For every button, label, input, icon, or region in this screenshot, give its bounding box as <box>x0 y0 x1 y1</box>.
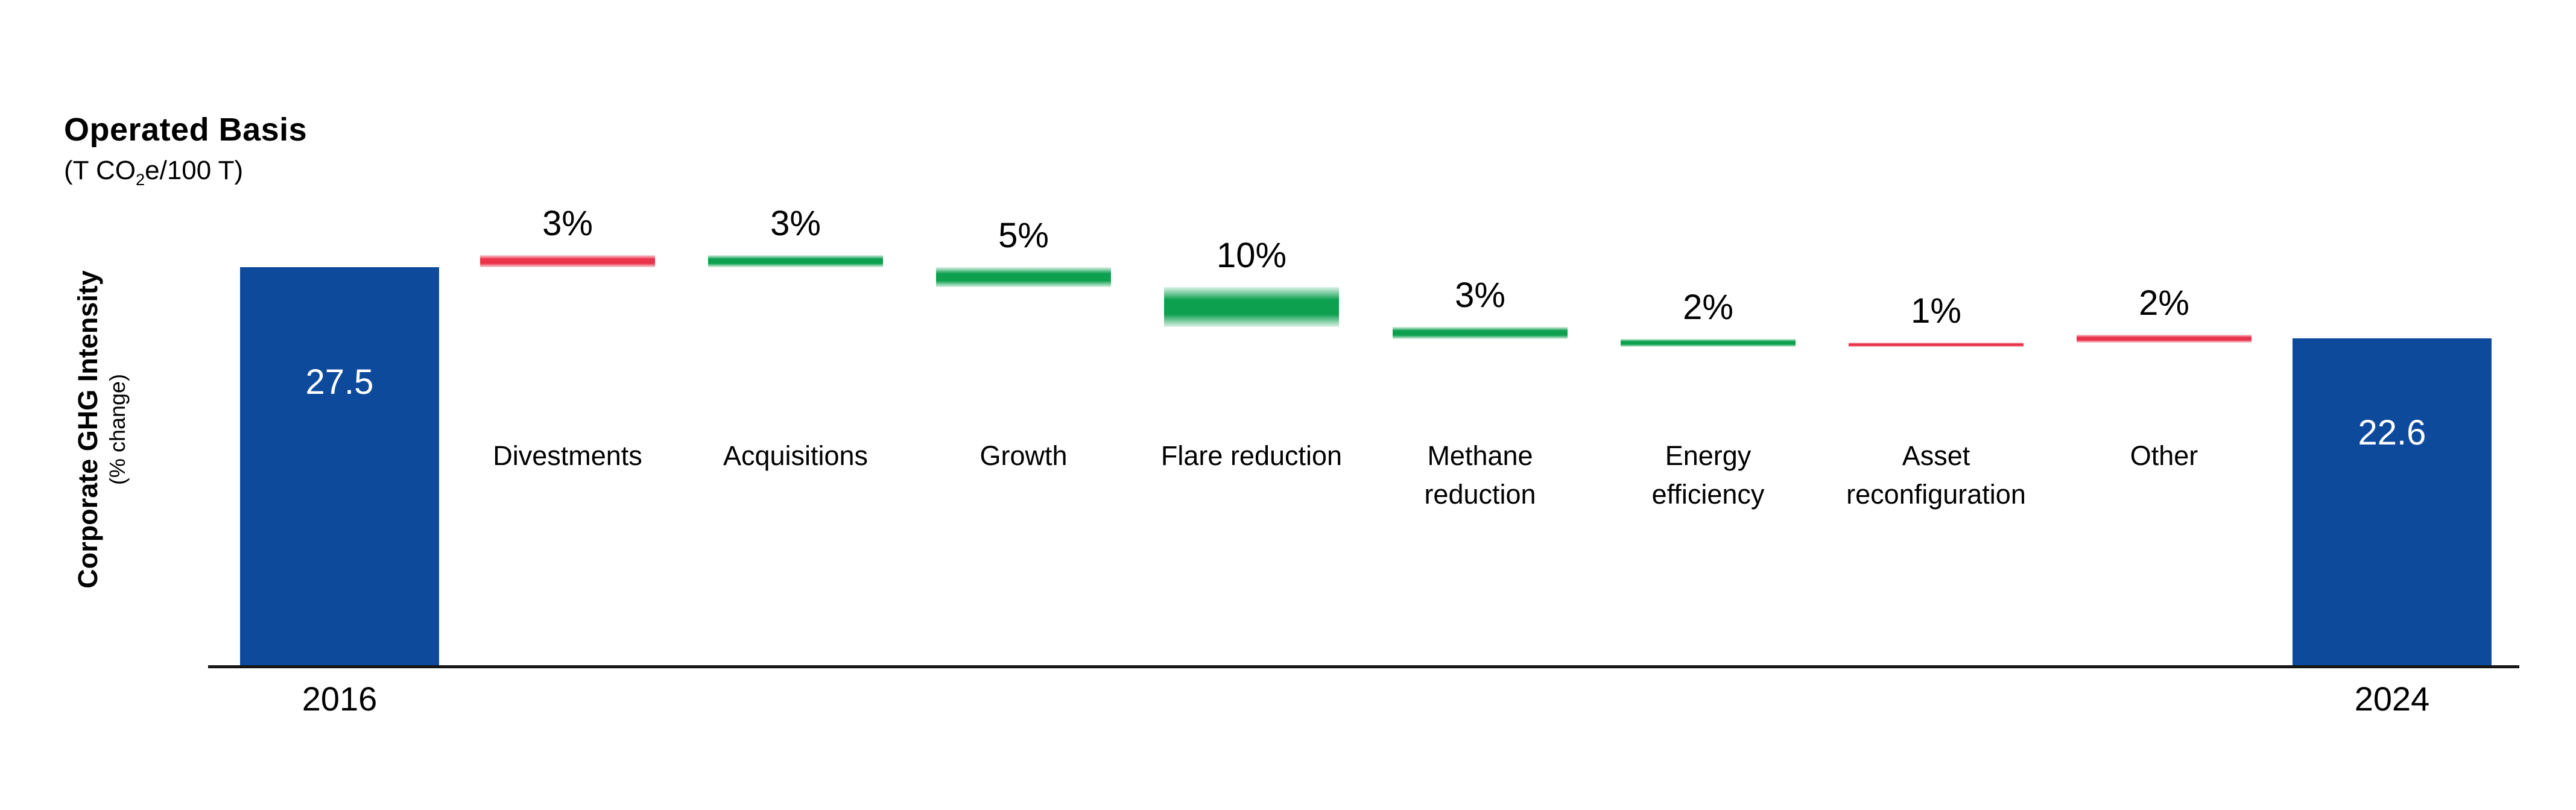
category-label-line: Acquisitions <box>723 440 869 471</box>
step-bar-flare-reduction <box>1164 287 1339 327</box>
percent-label-growth: 5% <box>998 216 1049 255</box>
chart-subtitle-post: e/100 T) <box>145 156 244 185</box>
step-bar-energy-efficiency <box>1621 339 1796 347</box>
category-label-methane-reduction: Methane reduction <box>1366 437 1595 514</box>
category-label-other: Other <box>2049 437 2279 475</box>
step-bar-methane-reduction <box>1393 327 1568 339</box>
start-year-label: 2016 <box>302 680 378 718</box>
category-label-line: Methane <box>1427 440 1533 471</box>
category-label-line: reconfiguration <box>1846 479 2026 510</box>
chart-subtitle-subscript: 2 <box>135 169 145 189</box>
step-bar-acquisitions <box>708 255 883 267</box>
percent-label-methane-reduction: 3% <box>1455 276 1505 315</box>
step-bar-divestments <box>480 255 655 267</box>
x-axis-line <box>208 665 2519 668</box>
percent-label-flare-reduction: 10% <box>1216 236 1287 275</box>
step-bar-growth <box>936 267 1111 287</box>
category-label-line: Other <box>2130 440 2198 471</box>
category-label-divestments: Divestments <box>453 437 682 475</box>
y-axis-label: Corporate GHG Intensity (% change) <box>72 270 131 589</box>
percent-label-acquisitions: 3% <box>770 204 821 243</box>
category-label-asset-reconfiguration: Asset reconfiguration <box>1821 437 2051 514</box>
category-label-line: efficiency <box>1651 479 1765 510</box>
chart-subtitle-pre: (T CO <box>64 156 136 185</box>
category-label-line: Asset <box>1902 440 1970 471</box>
category-label-line: Growth <box>979 440 1068 471</box>
percent-label-asset-reconfiguration: 1% <box>1911 291 1961 331</box>
category-label-line: reduction <box>1424 479 1536 510</box>
end-bar <box>2293 338 2492 665</box>
end-value-label: 22.6 <box>2358 413 2426 452</box>
category-label-line: Flare reduction <box>1160 440 1343 471</box>
chart-title: Operated Basis <box>64 112 308 148</box>
step-bar-other <box>2077 335 2252 343</box>
category-label-line: Divestments <box>493 440 642 471</box>
category-label-line: Energy <box>1665 440 1752 471</box>
category-label-energy-efficiency: Energy efficiency <box>1593 437 1823 514</box>
chart-subtitle: (T CO2e/100 T) <box>64 156 243 189</box>
end-year-label: 2024 <box>2354 680 2430 718</box>
percent-label-divestments: 3% <box>542 204 593 243</box>
y-axis-label-main: Corporate GHG Intensity <box>72 270 103 589</box>
y-axis-label-sub: (% change) <box>105 373 130 486</box>
start-bar <box>240 267 439 665</box>
start-value-label: 27.5 <box>305 362 374 402</box>
category-label-acquisitions: Acquisitions <box>681 437 910 475</box>
category-label-growth: Growth <box>909 437 1138 475</box>
percent-label-energy-efficiency: 2% <box>1683 288 1733 327</box>
step-bar-asset-reconfiguration <box>1849 343 2024 347</box>
category-label-flare-reduction: Flare reduction <box>1137 437 1366 475</box>
percent-label-other: 2% <box>2139 283 2189 323</box>
